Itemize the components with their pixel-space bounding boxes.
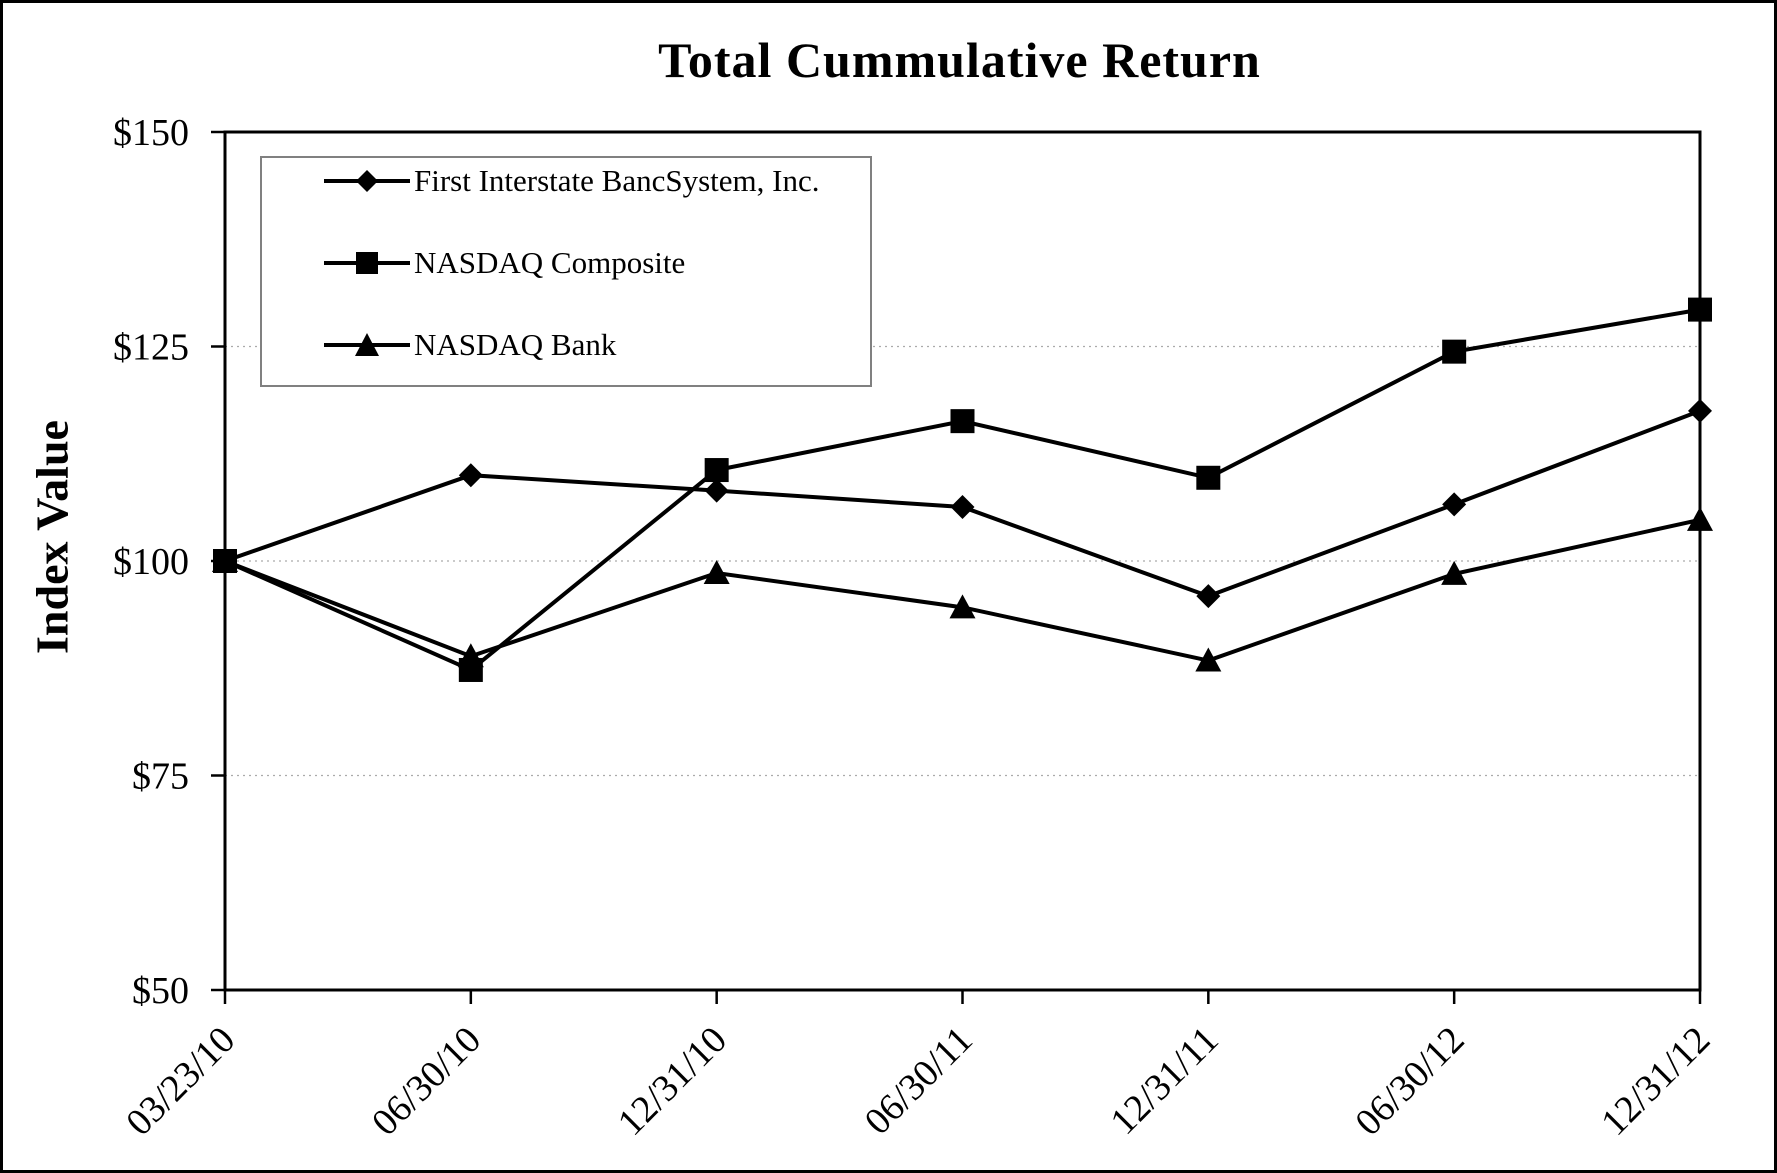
y-tick-label: $75 xyxy=(132,756,189,798)
legend: First Interstate BancSystem, Inc. NASDAQ… xyxy=(260,156,872,387)
square-marker xyxy=(1196,465,1221,490)
triangle-marker xyxy=(1441,560,1468,585)
triangle-marker xyxy=(212,548,238,572)
diamond-marker xyxy=(950,494,975,519)
triangle-marker xyxy=(1687,506,1713,531)
diamond-marker-icon xyxy=(324,170,410,192)
legend-label: NASDAQ Composite xyxy=(414,245,686,280)
x-tick-label: 12/31/12 xyxy=(1593,1019,1718,1144)
square-marker xyxy=(704,458,729,483)
legend-row-nasdaq-bank: NASDAQ Bank xyxy=(322,325,616,365)
triangle-marker-icon xyxy=(324,333,410,356)
plot-area: $50 $75 $100 $125 $150 03/23/10 06/30/10 12/31/… xyxy=(113,112,1718,1144)
triangle-marker xyxy=(457,643,484,668)
diamond-marker xyxy=(458,463,483,488)
diamond-marker xyxy=(704,478,729,503)
y-tick-label: $150 xyxy=(113,112,189,154)
x-tick-label: 06/30/12 xyxy=(1347,1019,1472,1144)
square-marker xyxy=(1688,297,1712,322)
series-line-nasdaq-bank xyxy=(224,517,1701,663)
triangle-marker xyxy=(1195,647,1222,672)
y-tick-label: $50 xyxy=(132,970,189,1012)
legend-row-first-interstate: First Interstate BancSystem, Inc. xyxy=(322,161,820,201)
chart-title: Total Cummulative Return xyxy=(658,32,1261,88)
legend-label: NASDAQ Bank xyxy=(414,327,617,362)
x-tick-label: 12/31/10 xyxy=(610,1019,735,1144)
x-tick-label: 06/30/11 xyxy=(857,1019,981,1143)
legend-label: First Interstate BancSystem, Inc. xyxy=(414,163,820,198)
x-tick-label: 03/23/10 xyxy=(118,1019,243,1144)
square-marker xyxy=(1442,339,1467,364)
square-marker-icon xyxy=(324,252,410,274)
square-marker xyxy=(950,409,975,434)
y-tick-label: $125 xyxy=(113,327,189,369)
legend-row-nasdaq-composite: NASDAQ Composite xyxy=(322,243,685,283)
y-tick-label: $100 xyxy=(113,541,189,583)
x-tick-label: 12/31/11 xyxy=(1102,1019,1226,1143)
triangle-marker xyxy=(949,594,976,619)
diamond-marker xyxy=(1442,492,1467,517)
diamond-marker xyxy=(1688,398,1712,423)
diamond-marker xyxy=(1196,584,1221,609)
triangle-marker xyxy=(703,560,730,585)
x-tick-label: 06/30/10 xyxy=(364,1019,489,1144)
